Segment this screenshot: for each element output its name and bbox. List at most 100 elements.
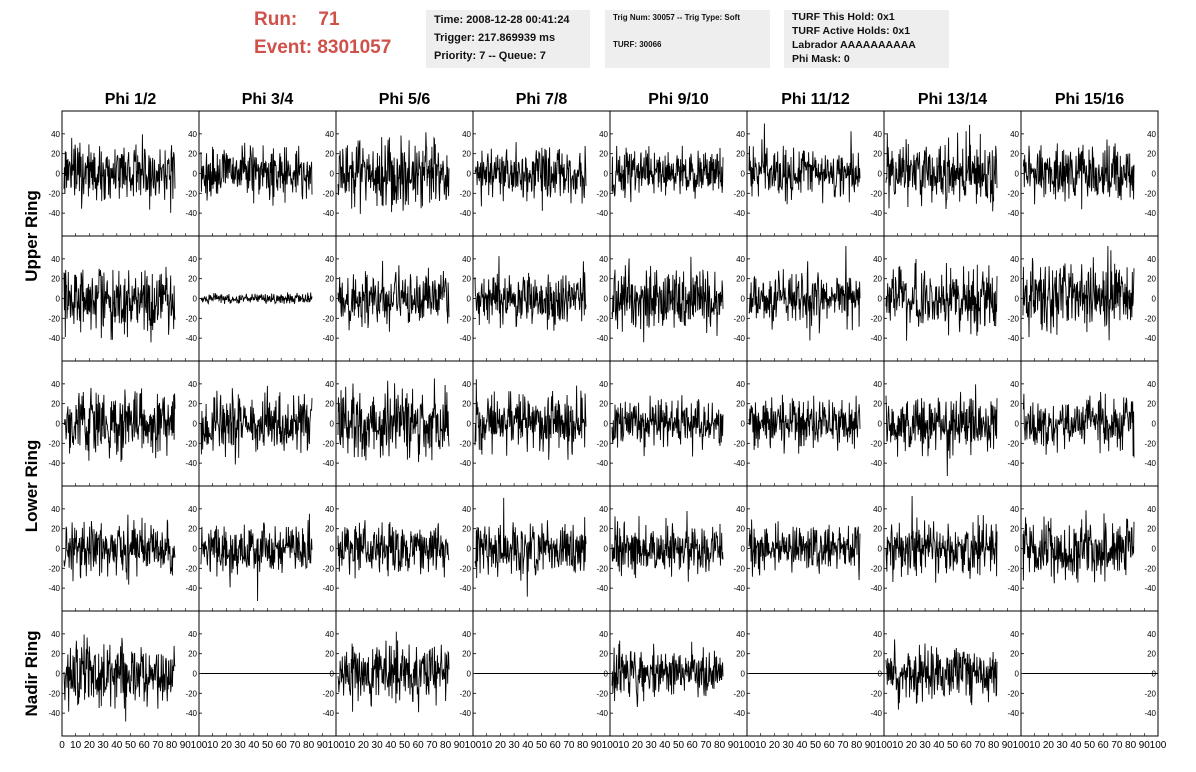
- x-tick-label: 100: [465, 740, 482, 751]
- x-tick-label: 10: [892, 740, 904, 751]
- y-tick-label: 20: [462, 150, 471, 159]
- y-tick-label: -40: [459, 584, 471, 593]
- waveform-trace: [63, 634, 176, 722]
- x-tick-label: 60: [1098, 740, 1110, 751]
- x-tick-label: 40: [796, 740, 808, 751]
- x-tick-label: 90: [317, 740, 329, 751]
- waveform-trace: [885, 259, 998, 341]
- y-tick-label: 40: [873, 630, 882, 639]
- x-tick-label: 90: [865, 740, 877, 751]
- y-tick-label: 20: [462, 275, 471, 284]
- y-tick-label: 20: [325, 275, 334, 284]
- y-tick-label: -20: [1007, 439, 1019, 448]
- waveform-trace: [200, 142, 313, 206]
- y-tick-label: 0: [604, 420, 609, 429]
- y-tick-label: -40: [322, 459, 334, 468]
- x-tick-label: 10: [755, 740, 767, 751]
- phi-mask-text: Phi Mask: 0: [792, 53, 850, 65]
- y-tick-label: 20: [325, 400, 334, 409]
- y-tick-label: -40: [1144, 709, 1156, 718]
- y-tick-label: 20: [188, 650, 197, 659]
- y-tick-label: -20: [870, 189, 882, 198]
- waveform-trace: [611, 256, 724, 343]
- y-tick-label: -20: [1144, 439, 1156, 448]
- y-tick-label: -40: [596, 584, 608, 593]
- waveform-trace: [63, 266, 176, 343]
- x-tick-label: 90: [728, 740, 740, 751]
- y-tick-label: 0: [330, 170, 335, 179]
- y-tick-label: 40: [1010, 380, 1019, 389]
- y-tick-label: 0: [1152, 670, 1157, 679]
- x-tick-label: 70: [974, 740, 986, 751]
- y-tick-label: -40: [1007, 459, 1019, 468]
- y-tick-label: 20: [462, 525, 471, 534]
- y-tick-label: -20: [870, 439, 882, 448]
- waveform-trace: [474, 142, 587, 211]
- y-tick-label: 0: [193, 295, 198, 304]
- y-tick-label: -20: [733, 564, 745, 573]
- x-tick-label: 30: [235, 740, 247, 751]
- y-tick-label: 20: [1010, 525, 1019, 534]
- y-tick-label: 0: [741, 420, 746, 429]
- y-tick-label: 40: [51, 380, 60, 389]
- y-tick-label: -20: [48, 564, 60, 573]
- x-tick-label: 60: [824, 740, 836, 751]
- y-tick-label: 40: [1010, 630, 1019, 639]
- y-tick-label: 0: [56, 170, 61, 179]
- y-tick-label: 40: [51, 505, 60, 514]
- y-tick-label: -20: [185, 439, 197, 448]
- y-tick-label: 0: [741, 545, 746, 554]
- y-tick-label: -20: [1007, 314, 1019, 323]
- y-tick-label: 20: [599, 400, 608, 409]
- column-title: Phi 15/16: [1055, 91, 1124, 108]
- x-tick-label: 20: [495, 740, 507, 751]
- y-tick-label: 0: [1152, 170, 1157, 179]
- x-tick-label: 30: [920, 740, 932, 751]
- y-tick-label: 20: [873, 400, 882, 409]
- y-tick-label: 20: [873, 525, 882, 534]
- y-tick-label: 40: [188, 630, 197, 639]
- x-tick-label: 80: [577, 740, 589, 751]
- x-tick-label: 30: [372, 740, 384, 751]
- y-tick-label: 0: [467, 170, 472, 179]
- y-tick-label: -20: [459, 439, 471, 448]
- y-tick-label: -40: [322, 334, 334, 343]
- y-tick-label: -40: [48, 334, 60, 343]
- y-tick-label: 0: [878, 295, 883, 304]
- x-tick-label: 80: [166, 740, 178, 751]
- x-tick-label: 30: [1057, 740, 1069, 751]
- turf-hold-text: TURF This Hold: 0x1: [792, 11, 895, 23]
- y-tick-label: -40: [733, 584, 745, 593]
- x-tick-label: 40: [385, 740, 397, 751]
- x-tick-label: 80: [988, 740, 1000, 751]
- x-tick-label: 10: [207, 740, 219, 751]
- y-tick-label: -40: [48, 209, 60, 218]
- event-number: Event: 8301057: [254, 37, 392, 58]
- waveform-trace: [337, 260, 450, 332]
- y-tick-label: 40: [325, 630, 334, 639]
- x-tick-label: 50: [125, 740, 137, 751]
- y-tick-label: 0: [604, 170, 609, 179]
- y-tick-label: 40: [1010, 255, 1019, 264]
- y-tick-label: 20: [188, 150, 197, 159]
- y-tick-label: 0: [193, 420, 198, 429]
- waveform-trace: [337, 520, 450, 579]
- y-tick-label: 40: [873, 255, 882, 264]
- x-tick-label: 80: [1125, 740, 1137, 751]
- x-tick-label: 50: [673, 740, 685, 751]
- y-tick-label: 40: [1147, 255, 1156, 264]
- y-tick-label: -20: [870, 564, 882, 573]
- x-tick-label: 20: [358, 740, 370, 751]
- y-tick-label: -20: [733, 689, 745, 698]
- y-tick-label: 40: [462, 630, 471, 639]
- y-tick-label: 0: [1152, 295, 1157, 304]
- y-tick-label: 0: [193, 170, 198, 179]
- y-tick-label: -40: [870, 584, 882, 593]
- y-tick-label: -40: [1007, 584, 1019, 593]
- y-tick-label: -20: [322, 189, 334, 198]
- x-tick-label: 50: [262, 740, 274, 751]
- y-tick-label: 40: [188, 505, 197, 514]
- y-tick-label: -20: [596, 439, 608, 448]
- x-tick-label: 80: [714, 740, 726, 751]
- y-tick-label: 0: [467, 545, 472, 554]
